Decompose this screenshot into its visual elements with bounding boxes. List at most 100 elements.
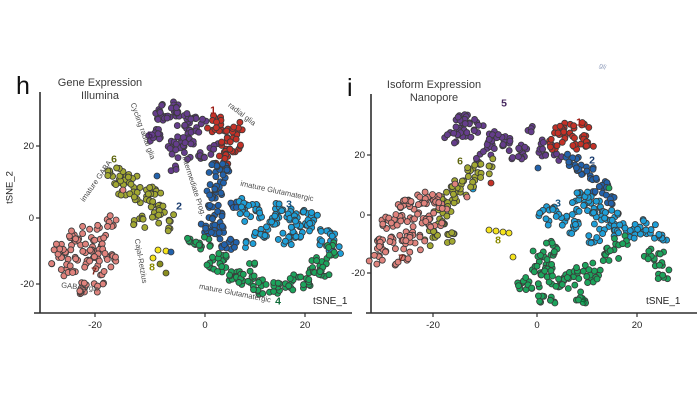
- cell-dot: [308, 209, 316, 216]
- cell-dot: [463, 129, 471, 137]
- cell-dot: [112, 216, 120, 224]
- cell-dot: [154, 246, 162, 254]
- cell-dot: [286, 275, 294, 282]
- y-tick-label: 20: [23, 141, 34, 152]
- cell-dot: [239, 270, 247, 278]
- cell-dot: [485, 162, 493, 170]
- cell-dot: [608, 206, 616, 214]
- cell-dot: [251, 228, 259, 236]
- x-tick-label: 20: [632, 320, 643, 331]
- cell-dot: [607, 199, 615, 207]
- x-tick-label: 0: [534, 320, 539, 331]
- cell-dot: [328, 232, 336, 240]
- cell-dot: [565, 158, 573, 166]
- cell-dot: [601, 209, 609, 216]
- cell-dot: [544, 221, 552, 229]
- cell-dot: [549, 272, 556, 280]
- cell-dot: [172, 166, 180, 173]
- cell-dot: [300, 281, 307, 289]
- cell-dot: [237, 141, 244, 149]
- cell-dot: [569, 142, 577, 149]
- cell-dot: [79, 222, 87, 230]
- cell-dot: [479, 148, 487, 156]
- cell-dot: [537, 251, 544, 259]
- cluster-annotation: imature Glutamatergic: [240, 179, 315, 203]
- cell-dot: [183, 110, 191, 118]
- cell-dot: [259, 290, 267, 298]
- cluster-number: 1: [210, 105, 216, 117]
- cell-dot: [172, 146, 180, 154]
- cell-dot: [146, 184, 154, 192]
- y-tick-label: -20: [351, 268, 365, 279]
- cell-dot: [585, 232, 593, 240]
- cell-dot: [222, 251, 230, 259]
- cell-dot: [409, 223, 417, 230]
- cell-dot: [256, 209, 264, 217]
- cell-dot: [148, 213, 156, 221]
- cell-dot: [406, 248, 414, 256]
- cell-dot: [81, 263, 89, 271]
- cell-dot: [605, 184, 613, 192]
- cell-dot: [541, 267, 549, 275]
- panel-i-letter: i: [347, 74, 353, 102]
- cell-dot: [601, 214, 609, 222]
- cell-dot: [539, 145, 547, 153]
- cell-dot: [509, 154, 517, 161]
- cell-dot: [223, 127, 231, 135]
- cell-dot: [595, 183, 603, 191]
- cell-dot: [426, 242, 434, 250]
- cell-dot: [421, 237, 429, 245]
- cell-dot: [154, 130, 162, 138]
- cell-dot: [443, 188, 450, 196]
- cell-dot: [659, 271, 667, 279]
- cell-dot: [230, 123, 238, 131]
- cell-dot: [582, 142, 590, 150]
- cell-dot: [621, 224, 629, 232]
- cell-dot: [306, 227, 313, 235]
- cell-dot: [212, 124, 220, 132]
- cell-dot: [593, 275, 601, 283]
- cluster-number: 2: [589, 155, 595, 167]
- cell-dot: [571, 134, 578, 142]
- cell-dot: [558, 281, 566, 289]
- cell-dot: [244, 277, 252, 285]
- cell-dot: [471, 115, 479, 123]
- cell-dot: [86, 246, 94, 254]
- cell-dot: [104, 172, 112, 180]
- cell-dot: [106, 212, 114, 220]
- cluster-number: 6: [457, 156, 463, 168]
- cell-dot: [656, 261, 663, 269]
- cell-dot: [72, 235, 80, 243]
- cell-dot: [181, 121, 189, 129]
- cell-dot: [655, 230, 663, 238]
- cell-dot: [391, 245, 399, 253]
- cell-dot: [454, 113, 462, 121]
- cell-dot: [435, 199, 443, 207]
- cell-dot: [420, 199, 428, 207]
- cell-dot: [560, 128, 568, 136]
- cell-dot: [154, 116, 162, 123]
- cell-dot: [274, 235, 282, 243]
- cell-dot: [148, 131, 156, 139]
- cell-dot: [184, 234, 191, 242]
- cell-dot: [370, 251, 378, 259]
- cell-dot: [548, 239, 556, 247]
- cell-dot: [136, 183, 144, 191]
- cell-dot: [547, 135, 555, 143]
- cell-dot: [56, 245, 64, 253]
- cell-dot: [231, 243, 238, 251]
- cell-dot: [615, 229, 623, 237]
- cell-dot: [207, 150, 215, 158]
- cell-dot: [232, 135, 240, 143]
- cell-dot: [375, 243, 383, 250]
- cell-dot: [414, 201, 422, 209]
- cell-dot: [195, 128, 203, 136]
- cell-dot: [467, 183, 475, 191]
- cell-dot: [397, 217, 405, 225]
- cell-dot: [506, 137, 514, 145]
- cell-dot: [449, 190, 457, 198]
- cell-dot: [52, 240, 60, 248]
- cell-dot: [227, 235, 234, 243]
- cell-dot: [569, 154, 577, 162]
- cell-dot: [438, 219, 446, 227]
